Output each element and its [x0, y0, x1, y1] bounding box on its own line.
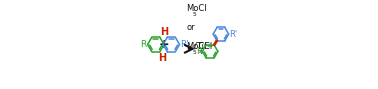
Text: R': R' — [180, 40, 189, 49]
Text: /TiCl: /TiCl — [194, 42, 212, 51]
Text: 5: 5 — [192, 12, 196, 17]
Text: or: or — [186, 23, 195, 32]
Text: H: H — [161, 27, 169, 37]
Text: R: R — [196, 47, 201, 56]
Text: R: R — [140, 40, 147, 49]
Text: H: H — [158, 53, 167, 63]
Text: R': R' — [229, 30, 237, 39]
Text: MoCl: MoCl — [186, 4, 207, 13]
Text: 4: 4 — [199, 50, 203, 55]
Text: +: + — [159, 38, 169, 51]
Text: 5: 5 — [192, 50, 196, 55]
Text: MoCl: MoCl — [186, 42, 207, 51]
